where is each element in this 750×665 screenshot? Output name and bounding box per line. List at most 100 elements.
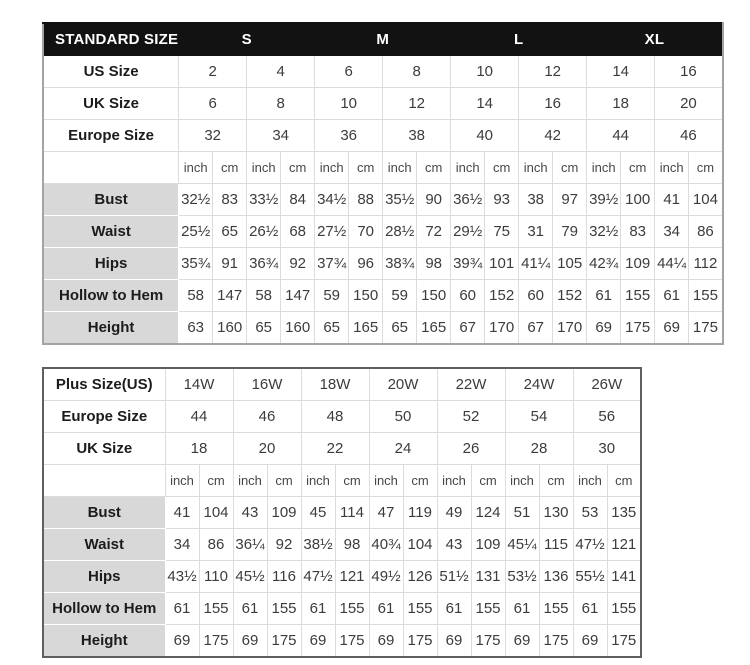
size-cell: 24W [504, 367, 574, 401]
value-cell: 175 [688, 311, 724, 345]
value-cell: 170 [484, 311, 520, 345]
value-cell: 165 [348, 311, 384, 345]
value-cell: 29½ [450, 215, 486, 248]
unit-cell: inch [164, 464, 200, 497]
value-cell: 61 [300, 592, 336, 625]
value-cell: 175 [620, 311, 656, 345]
size-cell: 8 [382, 55, 452, 88]
value-cell: 104 [198, 496, 234, 529]
value-cell: 63 [178, 311, 214, 345]
value-cell: 135 [606, 496, 642, 529]
size-cell: 56 [572, 400, 642, 433]
size-cell: 20 [654, 87, 724, 120]
value-cell: 65 [382, 311, 418, 345]
row-label: Europe Size [42, 119, 180, 152]
row-label: Bust [42, 496, 166, 529]
size-cell: 22 [300, 432, 370, 465]
value-cell: 121 [334, 560, 370, 593]
value-cell: 58 [246, 279, 282, 312]
unit-cell: cm [470, 464, 506, 497]
value-cell: 72 [416, 215, 452, 248]
size-row: UK Size 6 8 10 12 14 16 18 20 [42, 87, 724, 120]
value-cell: 112 [688, 247, 724, 280]
value-cell: 98 [334, 528, 370, 561]
standard-size-table: STANDARD SIZE S M L XL US Size 2 4 6 8 10 12 14… [42, 22, 724, 345]
value-cell: 37¾ [314, 247, 350, 280]
value-cell: 92 [280, 247, 316, 280]
unit-cell: inch [314, 151, 350, 184]
value-cell: 131 [470, 560, 506, 593]
value-cell: 51½ [436, 560, 472, 593]
value-cell: 65 [212, 215, 248, 248]
value-cell: 39½ [586, 183, 622, 216]
value-cell: 98 [416, 247, 452, 280]
value-cell: 34 [164, 528, 200, 561]
value-cell: 175 [198, 624, 234, 658]
row-label: UK Size [42, 87, 180, 120]
measurement-row: Waist 34 86 36¼ 92 38½ 98 40¾ 104 43 109 45¼ 115 47½ 1… [42, 528, 642, 561]
value-cell: 58 [178, 279, 214, 312]
value-cell: 36½ [450, 183, 486, 216]
size-cell: 10 [314, 87, 384, 120]
size-cell: 16W [232, 367, 302, 401]
value-cell: 175 [402, 624, 438, 658]
unit-cell: inch [382, 151, 418, 184]
value-cell: 59 [314, 279, 350, 312]
value-cell: 175 [538, 624, 574, 658]
standard-header-row: STANDARD SIZE S M L XL [42, 22, 724, 56]
size-cell: 30 [572, 432, 642, 465]
value-cell: 175 [266, 624, 302, 658]
value-cell: 150 [416, 279, 452, 312]
unit-cell: inch [586, 151, 622, 184]
value-cell: 155 [402, 592, 438, 625]
value-cell: 152 [552, 279, 588, 312]
value-cell: 115 [538, 528, 574, 561]
row-label: Hollow to Hem [42, 279, 180, 312]
size-row: US Size 2 4 6 8 10 12 14 16 [42, 55, 724, 88]
unit-cell: inch [246, 151, 282, 184]
unit-cell: cm [620, 151, 656, 184]
unit-cell: cm [334, 464, 370, 497]
value-cell: 105 [552, 247, 588, 280]
size-cell: 42 [518, 119, 588, 152]
value-cell: 39¾ [450, 247, 486, 280]
value-cell: 69 [586, 311, 622, 345]
value-cell: 35¾ [178, 247, 214, 280]
value-cell: 104 [402, 528, 438, 561]
size-cell: 52 [436, 400, 506, 433]
unit-cell: inch [178, 151, 214, 184]
value-cell: 155 [538, 592, 574, 625]
value-cell: 59 [382, 279, 418, 312]
value-cell: 51 [504, 496, 540, 529]
unit-cell: cm [280, 151, 316, 184]
value-cell: 26½ [246, 215, 282, 248]
measurement-row: Bust 32½ 83 33½ 84 34½ 88 35½ 90 36½ 93 38 97 39½ 100 4… [42, 183, 724, 216]
value-cell: 38¾ [382, 247, 418, 280]
unit-cell: cm [416, 151, 452, 184]
value-cell: 45¼ [504, 528, 540, 561]
value-cell: 152 [484, 279, 520, 312]
value-cell: 45 [300, 496, 336, 529]
value-cell: 35½ [382, 183, 418, 216]
unit-row-empty-label [42, 151, 180, 184]
value-cell: 38 [518, 183, 554, 216]
size-cell: 38 [382, 119, 452, 152]
value-cell: 147 [280, 279, 316, 312]
value-cell: 69 [300, 624, 336, 658]
measurement-row: Waist 25½ 65 26½ 68 27½ 70 28½ 72 29½ 75 31 79 32½ 83 3… [42, 215, 724, 248]
unit-cell: cm [212, 151, 248, 184]
value-cell: 90 [416, 183, 452, 216]
value-cell: 67 [518, 311, 554, 345]
size-group-xl: XL [586, 22, 724, 56]
size-group-s: S [178, 22, 316, 56]
measurement-row: Height 63 160 65 160 65 165 65 165 67 170 67 170 69 17… [42, 311, 724, 345]
value-cell: 61 [586, 279, 622, 312]
size-cell: 20W [368, 367, 438, 401]
unit-cell: inch [504, 464, 540, 497]
value-cell: 41¼ [518, 247, 554, 280]
unit-cell: cm [484, 151, 520, 184]
size-cell: 54 [504, 400, 574, 433]
plus-size-table: Plus Size(US) 14W 16W 18W 20W 22W 24W 26W Europe… [42, 367, 642, 658]
value-cell: 93 [484, 183, 520, 216]
size-cell: 18 [586, 87, 656, 120]
